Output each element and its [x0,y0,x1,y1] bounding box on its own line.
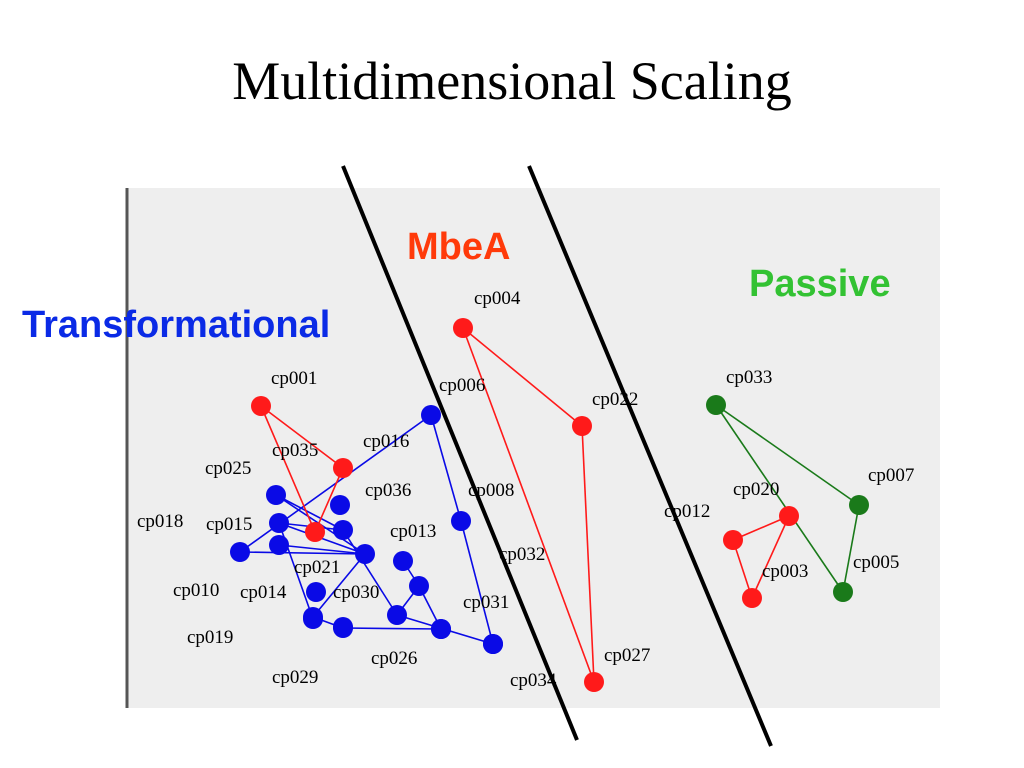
node-cp030 [387,605,407,625]
node-label-cp021: cp021 [294,557,340,578]
node-cp031 [431,619,451,639]
node-cp001 [251,396,271,416]
red-edge-cp003-cp012 [732,539,753,599]
green-edge-cp033-cp007 [715,404,860,506]
divider-line-left [341,165,579,741]
red-edge-cp022-cp027 [581,425,595,683]
node-label-cp015: cp015 [206,514,252,535]
node-label-cp027: cp027 [604,645,650,666]
node-b1 [269,535,289,555]
red-edge-cp001-cp021 [260,405,316,533]
plot-panel [128,188,940,708]
node-cp022 [572,416,592,436]
node-b2 [393,551,413,571]
blue-edge-b1-cp013 [278,544,366,555]
page-title: Multidimensional Scaling [232,51,792,111]
node-cp035 [333,458,353,478]
nodes-layer [230,318,869,692]
node-cp003 [742,588,762,608]
node-cp036 [333,520,353,540]
node-label-cp019: cp019 [187,627,233,648]
node-label-cp034: cp034 [510,670,557,691]
node-cp006 [421,405,441,425]
node-label-cp004: cp004 [474,288,521,309]
blue-edge-cp029-cp026 [342,627,442,630]
edges-layer [239,327,860,683]
node-cp010 [306,582,326,602]
node-label-cp033: cp033 [726,367,772,388]
node-label-cp010: cp010 [173,580,219,601]
blue-edge-cp025-cp036 [275,494,344,531]
node-label-cp001: cp001 [271,368,317,389]
red-edge-cp020-cp003 [751,515,790,599]
red-edge-cp027-cp004 [462,327,595,683]
node-cp016 [330,495,350,515]
node-cp012 [723,530,743,550]
red-edge-cp004-cp022 [462,327,583,427]
node-cp018 [230,542,250,562]
node-label-cp006: cp006 [439,375,485,396]
blue-edge-cp036-cp030 [342,529,398,616]
blue-edge-cp013-cp014 [312,553,366,618]
node-cp029 [333,618,353,638]
blue-edge-cp008-cp034 [460,520,494,645]
node-label-cp007: cp007 [868,465,914,486]
node-cp008 [451,511,471,531]
node-label-cp035: cp035 [272,440,318,461]
node-cp034 [483,634,503,654]
node-label-cp018: cp018 [137,511,183,532]
node-cp020 [779,506,799,526]
node-label-cp020: cp020 [733,479,779,500]
node-label-cp026: cp026 [371,648,417,669]
node-label-cp031: cp031 [463,592,509,613]
node-cp021 [305,522,325,542]
node-cp004 [453,318,473,338]
node-cp007 [849,495,869,515]
node-cp015 [269,513,289,533]
red-edge-cp001-cp035 [260,405,344,469]
node-label-cp036: cp036 [365,480,411,501]
green-edge-cp005-cp033 [715,404,844,593]
node-cp027 [584,672,604,692]
node-cp033 [706,395,726,415]
node-cp013 [355,544,375,564]
node-label-cp008: cp008 [468,480,514,501]
node-label-cp003: cp003 [762,561,808,582]
node-cp005 [833,582,853,602]
node-label-cp025: cp025 [205,458,251,479]
node-label-cp013: cp013 [390,521,436,542]
node-label-cp005: cp005 [853,552,899,573]
green-edge-cp007-cp005 [842,504,860,593]
node-label-cp014: cp014 [240,582,287,603]
node-label-cp032: cp032 [499,544,545,565]
node-label-cp029: cp029 [272,667,318,688]
red-edge-cp035-cp021 [314,467,344,533]
divider-line-right [527,165,773,747]
group-label-mbea: MbeA [407,226,510,268]
node-b4 [303,609,323,629]
blue-edge-cp018-cp013 [239,551,366,555]
group-label-passive: Passive [749,263,891,305]
blue-edge-cp006-cp008 [430,414,462,522]
node-label-cp030: cp030 [333,582,379,603]
node-cp025 [266,485,286,505]
node-label-cp016: cp016 [363,431,409,452]
group-label-transformational: Transformational [22,304,330,346]
node-b3 [409,576,429,596]
red-edge-cp012-cp020 [732,515,790,541]
